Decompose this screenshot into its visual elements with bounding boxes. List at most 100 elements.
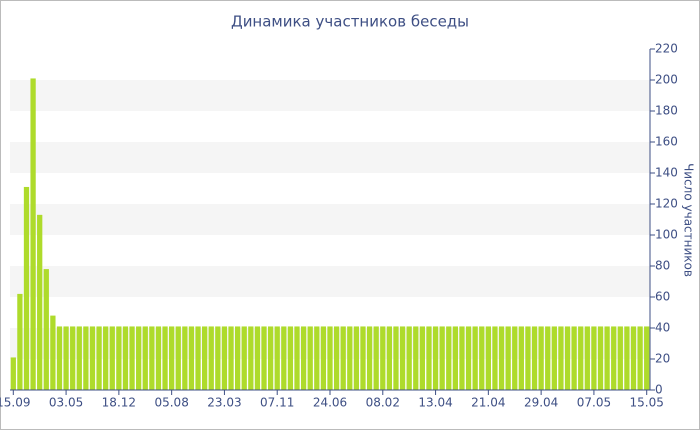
bar (584, 326, 590, 390)
x-tick-label: 07.11 (260, 396, 294, 410)
bar (63, 326, 69, 390)
y-tick-label: 100 (655, 228, 678, 242)
bar (360, 326, 366, 390)
bar (281, 326, 287, 390)
bar (624, 326, 630, 390)
y-tick-label: 140 (655, 166, 678, 180)
bar (116, 326, 122, 390)
bar (142, 326, 148, 390)
y-tick-label: 200 (655, 73, 678, 87)
x-tick-label: 21.04 (471, 396, 505, 410)
bar (578, 326, 584, 390)
bar (597, 326, 604, 390)
bar (558, 326, 564, 390)
bar (149, 326, 155, 390)
bar (122, 326, 129, 390)
bar (366, 326, 373, 390)
bar (505, 326, 511, 390)
bar (56, 326, 63, 390)
bar (604, 326, 610, 390)
bar (254, 326, 261, 390)
bar (479, 326, 485, 390)
bar (353, 326, 360, 390)
bar (380, 326, 386, 390)
grid-band (10, 80, 650, 111)
chart-title: Динамика участников беседы (231, 13, 469, 31)
bar (155, 326, 162, 390)
bar (300, 326, 307, 390)
bar (248, 326, 254, 390)
bar (644, 326, 650, 390)
x-tick-label: 29.04 (524, 396, 558, 410)
bar (50, 315, 56, 390)
y-tick-label: 0 (655, 383, 663, 397)
bar (76, 326, 82, 390)
x-tick-label: 05.08 (154, 396, 188, 410)
bar (472, 326, 478, 390)
bar (17, 293, 23, 390)
bar (333, 326, 340, 390)
bar (525, 326, 531, 390)
bar (340, 326, 346, 390)
x-tick-label: 15.09 (0, 396, 30, 410)
bar (129, 326, 135, 390)
bar (439, 326, 445, 390)
bar (169, 326, 175, 390)
bar (518, 326, 524, 390)
bar (83, 326, 89, 390)
bar (234, 326, 241, 390)
bar (591, 326, 597, 390)
x-tick-label: 23.03 (207, 396, 241, 410)
bar (465, 326, 472, 390)
bar (538, 326, 544, 390)
bar (314, 326, 320, 390)
bar (551, 326, 557, 390)
bar (459, 326, 465, 390)
bar (96, 326, 102, 390)
bar (70, 326, 76, 390)
y-tick-label: 160 (655, 135, 678, 149)
grid-band (10, 142, 650, 173)
bar (446, 326, 452, 390)
bar (37, 214, 43, 390)
bar (617, 326, 623, 390)
bar (637, 326, 643, 390)
bar (419, 326, 426, 390)
bar (10, 357, 16, 390)
bar (571, 326, 577, 390)
bar (498, 326, 505, 390)
bar (188, 326, 195, 390)
y-tick-label: 40 (655, 321, 670, 335)
bar (103, 326, 109, 390)
bar (109, 326, 115, 390)
bar (287, 326, 294, 390)
bar (136, 326, 142, 390)
y-tick-label: 220 (655, 42, 678, 56)
bar (327, 326, 333, 390)
bar (274, 326, 280, 390)
bar (373, 326, 379, 390)
bar (611, 326, 617, 390)
bar (406, 326, 412, 390)
x-tick-label: 18.12 (102, 396, 136, 410)
x-tick-label: 15.05 (630, 396, 664, 410)
x-tick-label: 13.04 (418, 396, 452, 410)
bar (347, 326, 353, 390)
bar (241, 326, 247, 390)
bar (215, 326, 221, 390)
bar (182, 326, 188, 390)
bar (228, 326, 234, 390)
bar (393, 326, 399, 390)
x-tick-label: 07.05 (577, 396, 611, 410)
bar (175, 326, 181, 390)
bar (320, 326, 327, 390)
bar (512, 326, 518, 390)
y-axis-label: Число участников (682, 163, 696, 277)
bar (294, 326, 300, 390)
bar (267, 326, 274, 390)
bar (23, 186, 30, 390)
bar (630, 326, 637, 390)
bar (545, 326, 551, 390)
y-tick-label: 60 (655, 290, 670, 304)
bar (195, 326, 201, 390)
